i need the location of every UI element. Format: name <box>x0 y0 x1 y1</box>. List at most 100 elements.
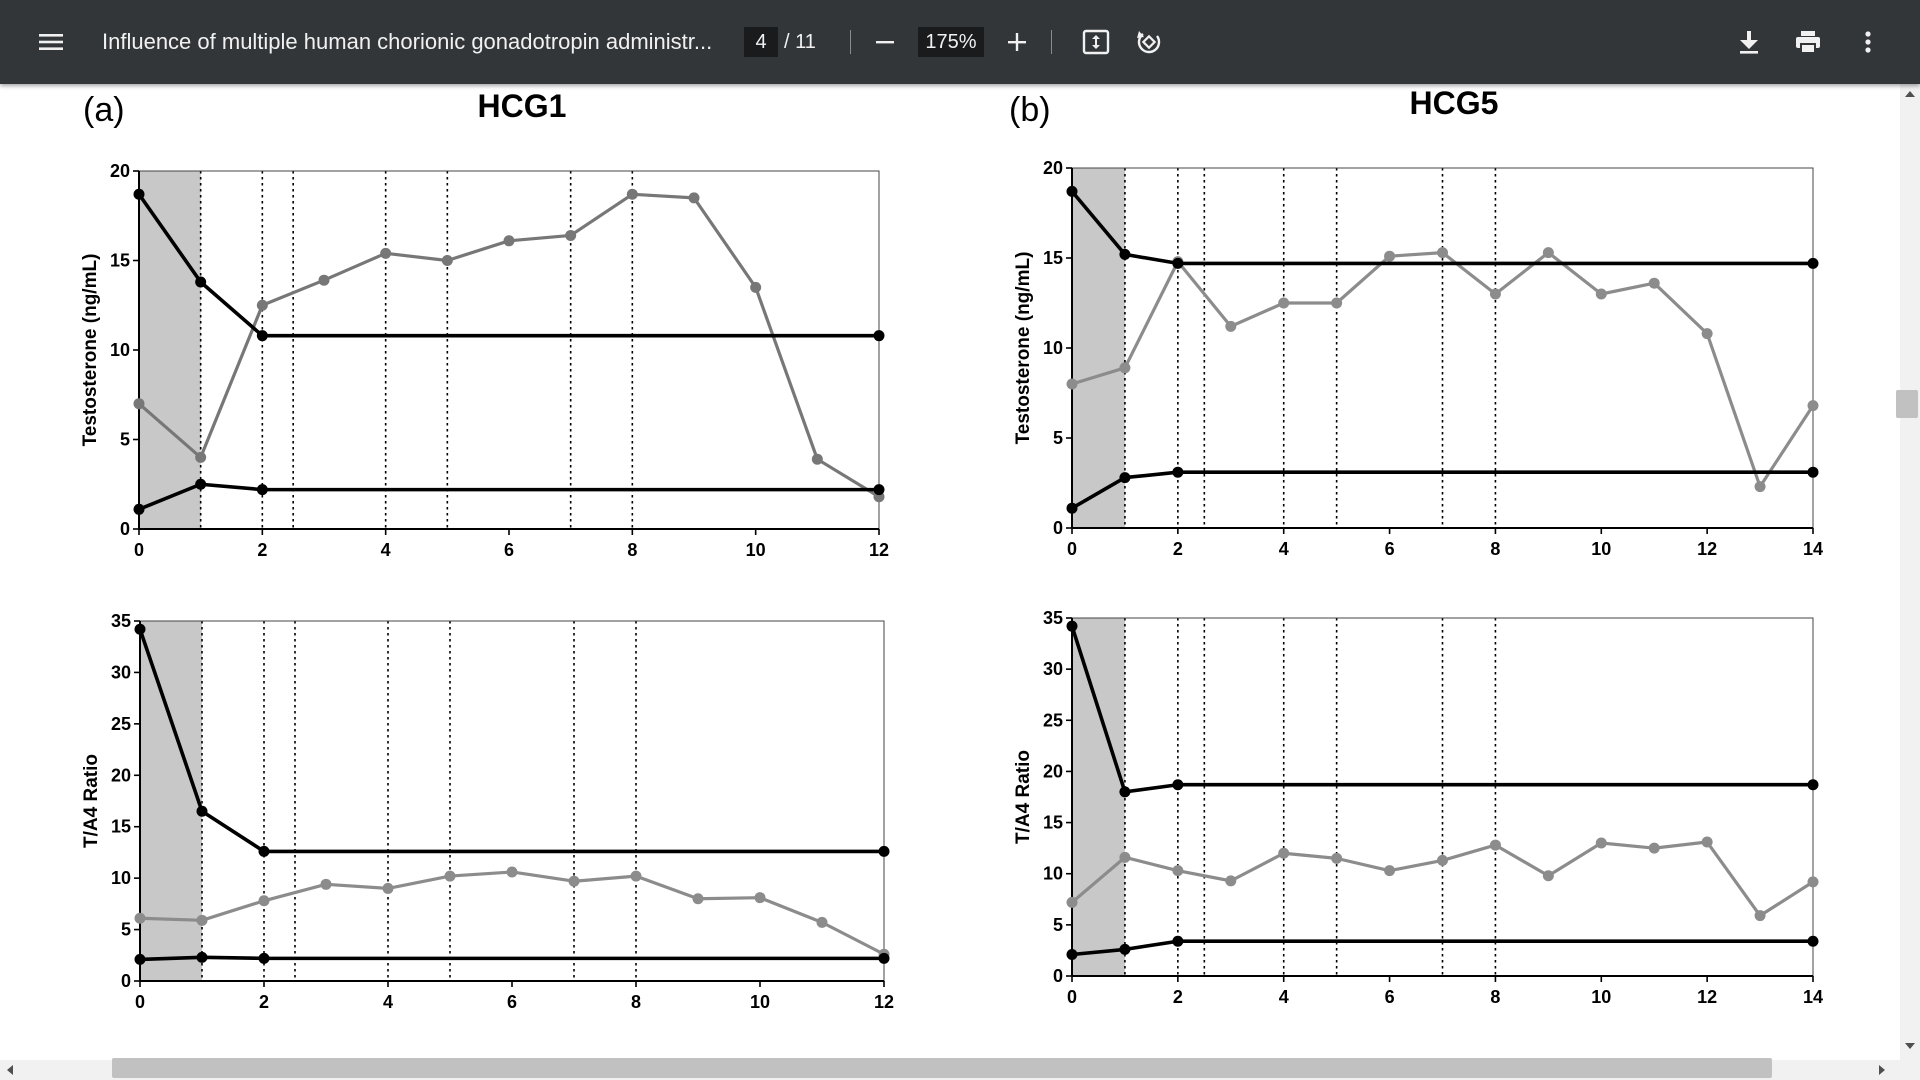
data-point <box>750 281 762 293</box>
y-tick-label: 20 <box>1043 761 1063 781</box>
data-point <box>382 882 394 894</box>
data-point <box>873 484 885 496</box>
data-point <box>195 276 207 288</box>
more-vert-icon[interactable] <box>1844 18 1892 66</box>
y-tick-label: 15 <box>1043 813 1063 833</box>
data-point <box>258 952 270 964</box>
y-tick-label: 15 <box>111 817 131 837</box>
data-point <box>256 299 268 311</box>
y-tick-label: 35 <box>111 611 131 631</box>
x-tick-label: 8 <box>1490 987 1500 1007</box>
y-axis-label: T/A4 Ratio <box>81 754 102 848</box>
chart-1: 0 5 10 15 20 0 2 4 6 8 10 12 Testosterone (ng/mL) <box>80 161 889 560</box>
data-point <box>1278 847 1290 859</box>
data-point <box>1278 297 1290 309</box>
data-point <box>1807 257 1819 269</box>
x-tick-label: 10 <box>746 540 766 560</box>
data-point <box>1489 839 1501 851</box>
x-tick-label: 8 <box>1490 539 1500 559</box>
print-icon[interactable] <box>1784 18 1832 66</box>
x-tick-label: 2 <box>257 540 267 560</box>
scroll-left-arrow-icon[interactable] <box>4 1064 16 1076</box>
zoom-in-icon[interactable] <box>993 18 1041 66</box>
x-tick-label: 2 <box>1173 987 1183 1007</box>
x-tick-label: 6 <box>507 992 517 1012</box>
panel-a-title: HCG1 <box>478 88 567 124</box>
plot-frame <box>138 170 880 530</box>
shaded-region <box>1072 618 1125 976</box>
data-point <box>196 805 208 817</box>
vertical-scrollbar[interactable] <box>1900 84 1920 1060</box>
data-point <box>1807 935 1819 947</box>
data-point <box>630 870 642 882</box>
plot-frame <box>139 620 885 982</box>
rotate-icon[interactable] <box>1125 18 1173 66</box>
x-tick-label: 10 <box>1591 987 1611 1007</box>
x-tick-label: 14 <box>1803 987 1823 1007</box>
y-axis-label: Testosterone (ng/mL) <box>1013 252 1034 445</box>
y-tick-label: 10 <box>1043 338 1063 358</box>
data-point <box>873 330 885 342</box>
data-point <box>256 484 268 496</box>
series-line <box>1070 190 1813 266</box>
series-line <box>1071 470 1813 510</box>
data-point <box>1172 779 1184 791</box>
panel-b-label: (b) <box>1009 91 1051 129</box>
data-point <box>1807 400 1819 412</box>
shaded-region <box>139 171 201 529</box>
data-point <box>1542 870 1554 882</box>
fit-page-icon[interactable] <box>1072 18 1120 66</box>
horizontal-scroll-thumb[interactable] <box>112 1058 1772 1078</box>
x-tick-label: 12 <box>1697 987 1717 1007</box>
y-tick-label: 30 <box>1043 659 1063 679</box>
x-tick-label: 4 <box>1279 539 1289 559</box>
y-tick-label: 25 <box>1043 710 1063 730</box>
x-tick-label: 4 <box>1279 987 1289 1007</box>
data-point <box>1066 620 1078 632</box>
data-point <box>1331 297 1343 309</box>
x-tick-label: 10 <box>750 992 770 1012</box>
vertical-scroll-thumb[interactable] <box>1896 390 1918 418</box>
data-point <box>1172 865 1184 877</box>
data-point <box>1172 935 1184 947</box>
data-point <box>1119 472 1131 484</box>
data-point <box>318 274 330 286</box>
y-tick-label: 0 <box>1053 966 1063 986</box>
series-line <box>139 955 884 962</box>
y-tick-label: 0 <box>120 519 130 539</box>
data-point <box>1384 865 1396 877</box>
data-point <box>1595 288 1607 300</box>
scroll-up-arrow-icon[interactable] <box>1904 88 1916 100</box>
zoom-input[interactable]: 175% <box>918 27 984 57</box>
data-point <box>1754 481 1766 493</box>
document-viewer: (a) HCG1 (b) HCG5 0 5 10 15 20 0 2 4 6 8 10 12 Testo… <box>0 84 1900 1060</box>
data-point <box>380 247 392 259</box>
data-point <box>1701 328 1713 340</box>
data-point <box>134 953 146 965</box>
x-tick-label: 12 <box>1697 539 1717 559</box>
data-point <box>134 623 146 635</box>
zoom-out-icon[interactable] <box>861 18 909 66</box>
scroll-down-arrow-icon[interactable] <box>1904 1040 1916 1052</box>
y-tick-label: 10 <box>1043 864 1063 884</box>
y-tick-label: 30 <box>111 662 131 682</box>
data-point <box>1754 910 1766 922</box>
page-number-input[interactable]: 4 <box>744 27 778 57</box>
scroll-right-arrow-icon[interactable] <box>1876 1064 1888 1076</box>
x-tick-label: 0 <box>1067 987 1077 1007</box>
y-tick-label: 25 <box>111 714 131 734</box>
y-tick-label: 10 <box>110 340 130 360</box>
data-point <box>196 951 208 963</box>
series-line <box>138 482 879 511</box>
data-point <box>1119 248 1131 260</box>
shaded-region <box>140 621 202 981</box>
data-point <box>1807 876 1819 888</box>
data-point <box>1066 949 1078 961</box>
data-point <box>134 912 146 924</box>
data-point <box>1225 875 1237 887</box>
y-tick-label: 15 <box>110 251 130 271</box>
page-total: / 11 <box>784 31 816 53</box>
data-point <box>1119 943 1131 955</box>
menu-icon[interactable] <box>27 18 75 66</box>
download-icon[interactable] <box>1725 18 1773 66</box>
